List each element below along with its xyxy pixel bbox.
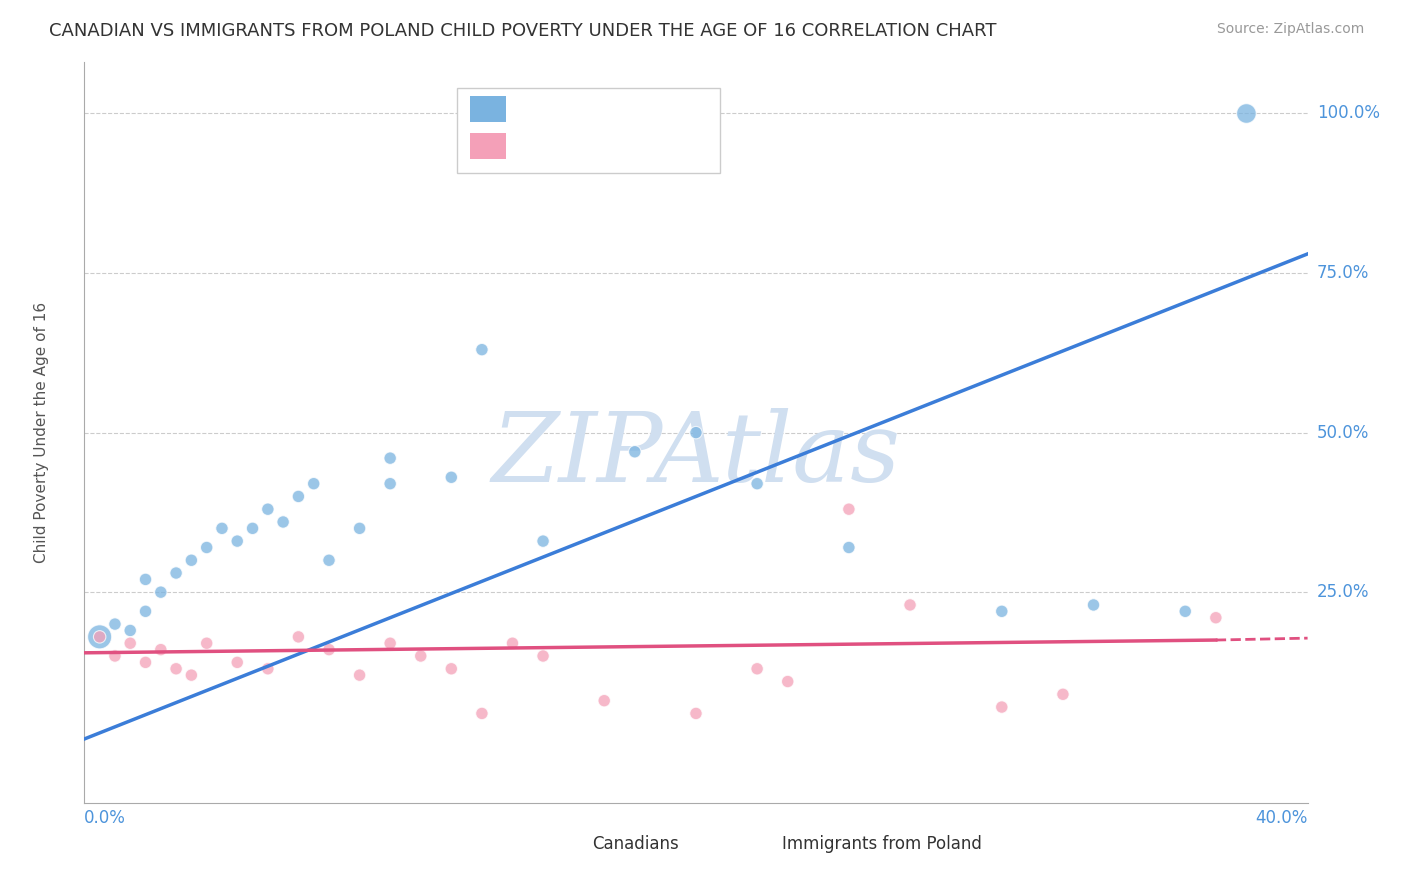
Point [593,694,616,708]
Point [318,553,340,567]
Point [471,706,494,721]
FancyBboxPatch shape [470,95,506,122]
Text: 50.0%: 50.0% [1317,424,1369,442]
Point [104,648,127,663]
FancyBboxPatch shape [470,133,506,160]
Point [287,630,309,644]
FancyBboxPatch shape [738,830,769,857]
Point [898,598,921,612]
Text: Canadians: Canadians [592,835,679,853]
Point [211,521,233,535]
Text: CANADIAN VS IMMIGRANTS FROM POLAND CHILD POVERTY UNDER THE AGE OF 16 CORRELATION: CANADIAN VS IMMIGRANTS FROM POLAND CHILD… [49,22,997,40]
Point [1236,106,1258,120]
Text: 75.0%: 75.0% [1317,264,1369,282]
Point [380,636,402,650]
Point [991,700,1014,714]
Text: Immigrants from Poland: Immigrants from Poland [782,835,981,853]
Point [149,585,172,599]
Point [257,502,280,516]
Point [165,662,187,676]
Point [380,451,402,466]
Point [287,490,309,504]
Text: Child Poverty Under the Age of 16: Child Poverty Under the Age of 16 [34,302,49,563]
Text: Source: ZipAtlas.com: Source: ZipAtlas.com [1216,22,1364,37]
Point [195,636,218,650]
Point [242,521,264,535]
Point [180,668,202,682]
Point [165,566,187,580]
Point [89,630,111,644]
Point [135,604,157,618]
Point [349,668,371,682]
Point [440,662,463,676]
Point [135,573,157,587]
Point [226,534,249,549]
Point [838,502,860,516]
Point [1052,687,1074,701]
Text: 0.0%: 0.0% [84,809,127,827]
Point [776,674,799,689]
Point [471,343,494,357]
Point [531,534,554,549]
Point [349,521,371,535]
Point [120,636,142,650]
Point [120,624,142,638]
Point [409,648,432,663]
Text: R = 0.039   N = 28: R = 0.039 N = 28 [522,137,692,155]
Point [1174,604,1197,618]
Point [89,630,111,644]
Point [318,642,340,657]
Point [180,553,202,567]
Point [747,476,769,491]
Point [135,656,157,670]
Text: 40.0%: 40.0% [1256,809,1308,827]
Point [195,541,218,555]
Point [226,656,249,670]
Point [531,648,554,663]
Point [747,662,769,676]
Text: 25.0%: 25.0% [1317,583,1369,601]
Point [440,470,463,484]
Point [1083,598,1105,612]
Text: ZIPAtlas: ZIPAtlas [492,408,900,502]
Point [838,541,860,555]
Point [685,706,707,721]
FancyBboxPatch shape [457,88,720,173]
Point [685,425,707,440]
Point [104,617,127,632]
Point [380,476,402,491]
Point [302,476,325,491]
Point [149,642,172,657]
Point [991,604,1014,618]
Point [257,662,280,676]
Point [502,636,524,650]
Point [624,444,647,458]
FancyBboxPatch shape [550,830,579,857]
Text: R = 0.644   N = 31: R = 0.644 N = 31 [522,100,692,118]
Point [271,515,294,529]
Text: 100.0%: 100.0% [1317,104,1379,122]
Point [1205,611,1227,625]
